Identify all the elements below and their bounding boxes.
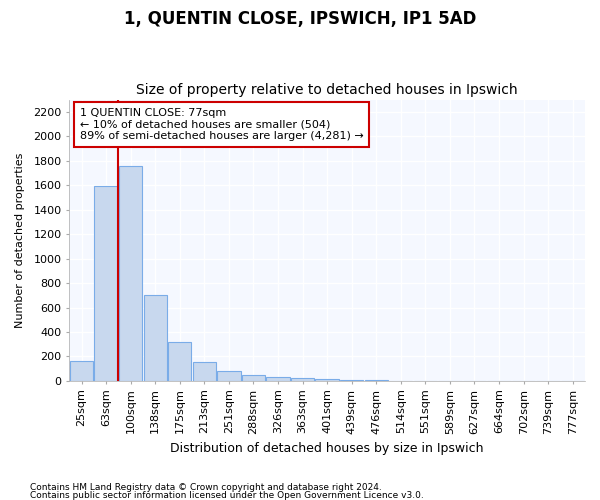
Bar xyxy=(316,378,339,381)
Bar xyxy=(119,166,142,381)
Bar xyxy=(70,362,93,381)
Title: Size of property relative to detached houses in Ipswich: Size of property relative to detached ho… xyxy=(136,83,518,97)
Bar xyxy=(340,380,364,381)
Y-axis label: Number of detached properties: Number of detached properties xyxy=(15,152,25,328)
Text: Contains public sector information licensed under the Open Government Licence v3: Contains public sector information licen… xyxy=(30,490,424,500)
Text: 1, QUENTIN CLOSE, IPSWICH, IP1 5AD: 1, QUENTIN CLOSE, IPSWICH, IP1 5AD xyxy=(124,10,476,28)
Text: Contains HM Land Registry data © Crown copyright and database right 2024.: Contains HM Land Registry data © Crown c… xyxy=(30,484,382,492)
Bar xyxy=(266,377,290,381)
X-axis label: Distribution of detached houses by size in Ipswich: Distribution of detached houses by size … xyxy=(170,442,484,455)
Bar xyxy=(217,370,241,381)
Bar xyxy=(365,380,388,381)
Bar xyxy=(143,296,167,381)
Bar xyxy=(94,186,118,381)
Bar xyxy=(193,362,216,381)
Bar xyxy=(242,375,265,381)
Bar xyxy=(168,342,191,381)
Bar xyxy=(291,378,314,381)
Text: 1 QUENTIN CLOSE: 77sqm
← 10% of detached houses are smaller (504)
89% of semi-de: 1 QUENTIN CLOSE: 77sqm ← 10% of detached… xyxy=(80,108,363,141)
